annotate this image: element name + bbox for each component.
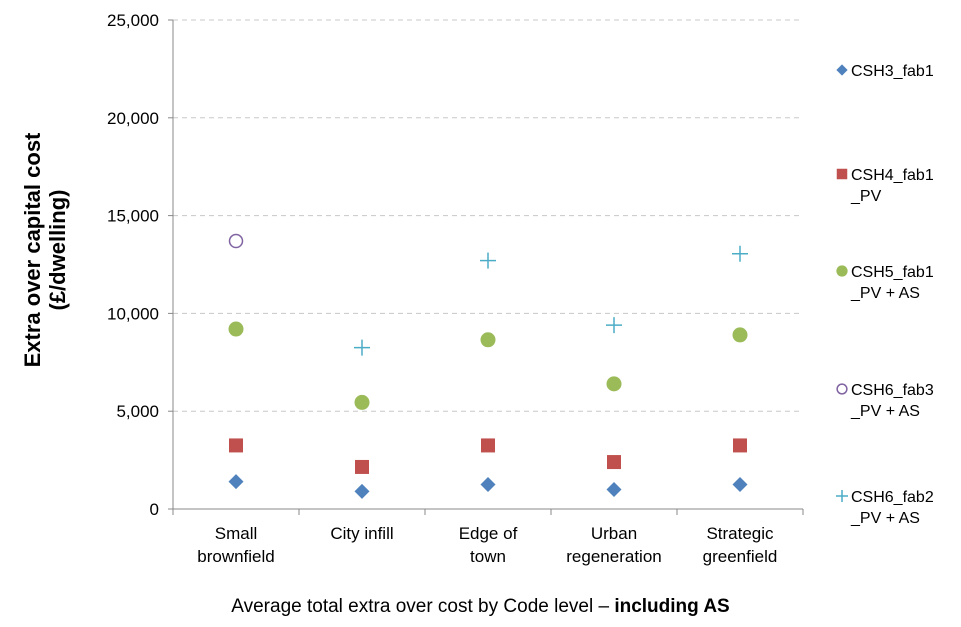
data-point (355, 459, 369, 474)
legend-marker (836, 64, 848, 76)
x-category-label: Edge of town (459, 524, 518, 566)
data-point (354, 339, 370, 356)
caption-text: Average total extra over cost by Code le… (231, 596, 615, 617)
legend: CSH3_fab1 CSH4_fab1 _PV CSH5_fab1 _PV + AS CS… (836, 63, 934, 527)
data-point (732, 477, 748, 493)
data-point (354, 483, 370, 499)
data-point (606, 481, 622, 497)
data-point (480, 477, 496, 493)
data-point (228, 474, 244, 490)
data-point (480, 332, 496, 348)
data-point (733, 438, 747, 453)
data-point (228, 233, 244, 249)
legend-item: CSH3_fab1 (836, 63, 934, 80)
data-point (606, 317, 622, 334)
y-tick-label: 5,000 (116, 402, 159, 421)
y-tick-label: 25,000 (107, 11, 159, 30)
legend-marker (836, 383, 848, 395)
y-axis-title-line1: Extra over capital cost (20, 132, 45, 367)
y-tick-label: 0 (150, 500, 159, 519)
caption-bold-text: including AS (614, 596, 730, 617)
legend-label: CSH5_fab1 _PV + AS (850, 264, 934, 302)
y-tick-label: 10,000 (107, 304, 159, 323)
axes (168, 19, 804, 515)
x-category-labels: Small brownfield City infill Edge of town Urb… (197, 524, 777, 566)
y-axis-title-line2: (£/dwelling) (45, 190, 70, 311)
legend-label: CSH6_fab3 _PV + AS (850, 382, 934, 420)
data-point (481, 438, 495, 453)
legend-item: CSH5_fab1 _PV + AS (836, 264, 934, 302)
y-tick-label: 15,000 (107, 207, 159, 226)
legend-marker (836, 490, 848, 502)
chart-caption: Average total extra over cost by Code le… (0, 596, 961, 618)
data-point (480, 252, 496, 269)
legend-item: CSH4_fab1 _PV (836, 167, 934, 205)
legend-item: CSH6_fab2 _PV + AS (836, 489, 934, 527)
data-point (732, 245, 748, 262)
data-point (229, 438, 243, 453)
legend-label: CSH3_fab1 (851, 63, 934, 80)
data-points (228, 233, 748, 499)
legend-label: CSH6_fab2 _PV + AS (850, 489, 934, 527)
legend-item: CSH6_fab3 _PV + AS (836, 382, 934, 420)
data-point (607, 455, 621, 470)
legend-label: CSH4_fab1 _PV (850, 167, 934, 205)
data-point (732, 327, 748, 343)
x-category-label: Small brownfield (197, 524, 275, 566)
gridlines (173, 19, 803, 412)
scatter-chart: 0 5,000 10,000 15,000 20,000 25,000 Small brow… (20, 11, 934, 566)
x-category-label: Urban regeneration (566, 524, 661, 566)
y-tick-labels: 0 5,000 10,000 15,000 20,000 25,000 (107, 11, 159, 519)
data-point (354, 394, 370, 410)
data-point (606, 376, 622, 392)
data-point (228, 321, 244, 337)
legend-marker (836, 168, 848, 180)
y-tick-label: 20,000 (107, 109, 159, 128)
y-axis-title: Extra over capital cost (£/dwelling) (20, 132, 70, 367)
x-category-label: City infill (330, 524, 393, 543)
x-category-label: Strategic greenfield (703, 524, 778, 566)
legend-marker (836, 265, 848, 277)
